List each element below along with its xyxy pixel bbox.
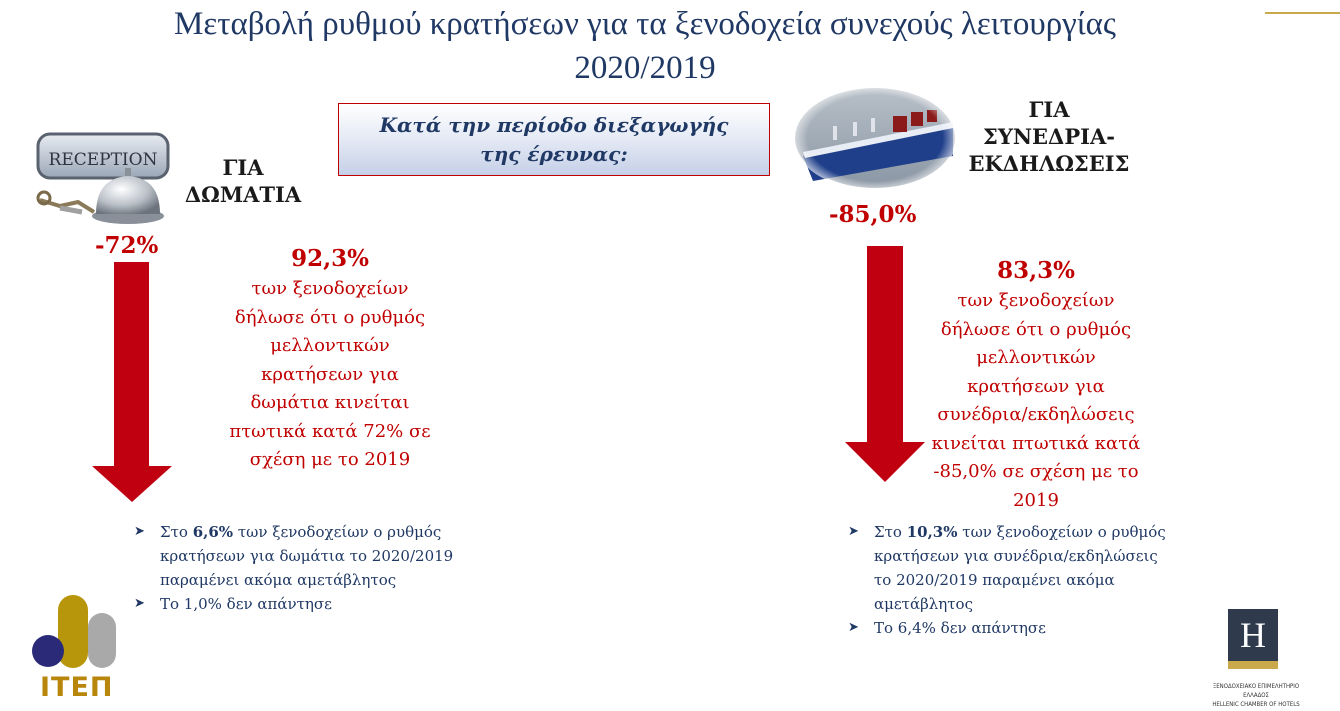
- events-desc-line: 2019: [1013, 489, 1059, 511]
- bullet-item: ➤ Το 1,0% δεν απάντησε: [134, 592, 554, 616]
- bullet-continuation: κρατήσεων για συνέδρια/εκδηλώσεις: [874, 547, 1158, 565]
- itep-logo-icon: [32, 595, 116, 668]
- page-title-line2: 2020/2019: [574, 50, 716, 86]
- bullet-item: ➤ Στο 10,3% των ξενοδοχείων ο ρυθμός: [848, 520, 1238, 544]
- events-desc-line: -85,0% σε σχέση με το: [933, 461, 1139, 482]
- events-desc-line: των ξενοδοχείων: [957, 290, 1115, 311]
- bullet-arrow-icon: ➤: [848, 620, 859, 635]
- rooms-heading-line1: ΓΙΑ: [222, 155, 264, 180]
- events-share: 83,3%: [997, 257, 1075, 284]
- conference-room-image: [793, 86, 957, 190]
- bullet-item: ➤ Στο 6,6% των ξενοδοχείων ο ρυθμός: [134, 520, 554, 544]
- rooms-desc-line: δωμάτια κινείται: [250, 392, 410, 413]
- rooms-desc-line: σχέση με το 2019: [249, 449, 411, 470]
- hotel-chamber-logo-stripe: [1228, 661, 1278, 669]
- rooms-down-arrow: [92, 262, 172, 502]
- page-title-line1: Μεταβολή ρυθμού κρατήσεων για τα ξενοδοχ…: [174, 6, 1116, 42]
- bullet-continuation: αμετάβλητος: [874, 595, 973, 613]
- bullet-arrow-icon: ➤: [134, 596, 145, 611]
- reception-bell-image: RECEPTION: [36, 132, 170, 224]
- reception-sign-text: RECEPTION: [49, 150, 158, 170]
- period-box-line2: της έρευνας:: [480, 142, 628, 166]
- rooms-desc-line: κρατήσεων για: [261, 363, 399, 385]
- rooms-share: 92,3%: [291, 245, 369, 272]
- events-heading-line3: ΕΚΔΗΛΩΣΕΙΣ: [968, 151, 1130, 176]
- hotel-chamber-logo: [1228, 609, 1278, 669]
- hotel-chamber-logo-letter: H: [1240, 615, 1266, 655]
- period-box-line1: Κατά την περίοδο διεξαγωγής: [379, 113, 729, 137]
- events-description: 83,3% των ξενοδοχείων δήλωσε ότι ο ρυθμό…: [900, 255, 1172, 515]
- period-box: Κατά την περίοδο διεξαγωγής της έρευνας:: [338, 103, 770, 176]
- rooms-description: 92,3% των ξενοδοχείων δήλωσε ότι ο ρυθμό…: [190, 243, 470, 475]
- events-desc-line: κρατήσεων για: [967, 375, 1105, 397]
- bullet-arrow-icon: ➤: [848, 524, 859, 539]
- itep-logo-text: ΙΤΕΠ: [40, 672, 114, 703]
- events-heading: ΓΙΑ ΣΥΝΕΔΡΙΑ- ΕΚΔΗΛΩΣΕΙΣ: [944, 96, 1154, 177]
- page-title: Μεταβολή ρυθμού κρατήσεων για τα ξενοδοχ…: [0, 2, 1290, 90]
- hotel-chamber-caption: ΞΕΝΟΔΟΧΕΙΑΚΟ ΕΠΙΜΕΛΗΤΗΡΙΟ ΕΛΛΑΔΟΣ HELLEN…: [1212, 683, 1300, 708]
- top-decoration: [1265, 0, 1340, 14]
- rooms-desc-line: πτωτικά κατά 72% σε: [229, 420, 431, 442]
- rooms-change-value: -72%: [95, 232, 159, 259]
- events-heading-line1: ΓΙΑ: [1028, 97, 1070, 122]
- bullet-item: ➤ Το 6,4% δεν απάντησε: [848, 616, 1238, 640]
- bullet-arrow-icon: ➤: [134, 524, 145, 539]
- rooms-heading-line2: ΔΩΜΑΤΙΑ: [184, 182, 302, 207]
- bullet-continuation: το 2020/2019 παραμένει ακόμα: [874, 571, 1115, 589]
- bullet-continuation: παραμένει ακόμα αμετάβλητος: [160, 571, 397, 589]
- events-down-arrow: [845, 246, 925, 482]
- events-change-value: -85,0%: [829, 201, 917, 228]
- bullet-continuation: κρατήσεων για δωμάτια το 2020/2019: [160, 547, 454, 565]
- events-desc-line: δήλωσε ότι ο ρυθμός: [940, 318, 1132, 340]
- events-desc-line: μελλοντικών: [976, 347, 1096, 368]
- events-heading-line2: ΣΥΝΕΔΡΙΑ-: [983, 124, 1115, 149]
- rooms-bullets: ➤ Στο 6,6% των ξενοδοχείων ο ρυθμός κρατ…: [134, 520, 554, 616]
- events-desc-line: κινείται πτωτικά κατά: [931, 432, 1141, 454]
- events-desc-line: συνέδρια/εκδηλώσεις: [937, 404, 1135, 425]
- rooms-desc-line: μελλοντικών: [270, 335, 390, 356]
- rooms-heading: ΓΙΑ ΔΩΜΑΤΙΑ: [170, 154, 316, 208]
- rooms-desc-line: των ξενοδοχείων: [251, 278, 409, 299]
- rooms-desc-line: δήλωσε ότι ο ρυθμός: [234, 306, 426, 328]
- events-bullets: ➤ Στο 10,3% των ξενοδοχείων ο ρυθμός κρα…: [848, 520, 1238, 640]
